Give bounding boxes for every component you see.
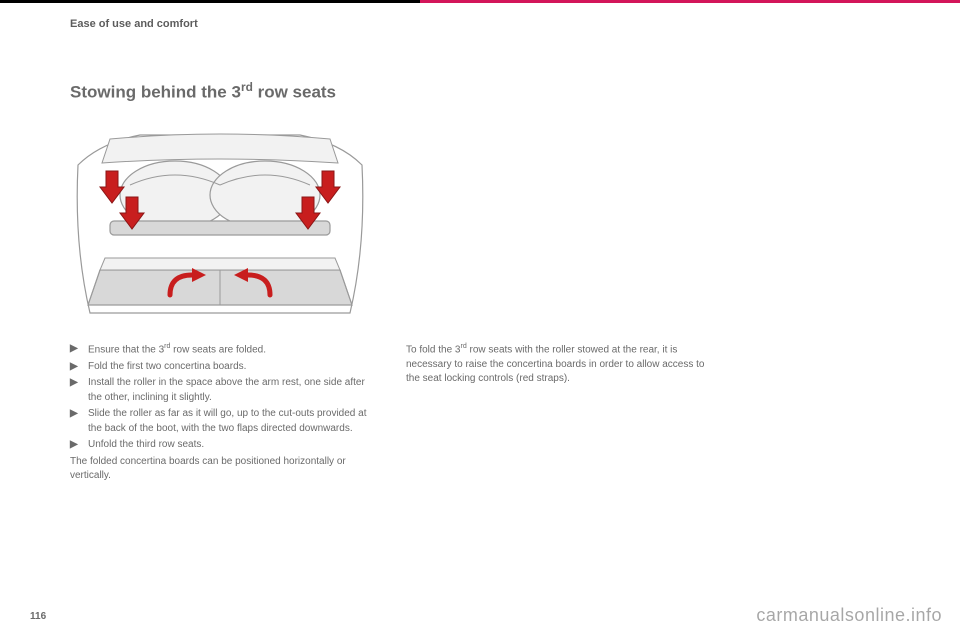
bullet-icon: ▶ xyxy=(70,407,80,436)
page-title-post: row seats xyxy=(253,83,336,102)
header-rule-left xyxy=(0,0,420,3)
t2: row seats are folded. xyxy=(170,344,266,355)
instruction-text: Ensure that the 3rd row seats are folded… xyxy=(88,342,266,358)
header-rule-right xyxy=(420,0,960,3)
instruction-item: ▶ Install the roller in the space above … xyxy=(70,376,370,405)
instruction-item: ▶ Fold the first two concertina boards. xyxy=(70,360,370,375)
instruction-note: The folded concertina boards can be posi… xyxy=(70,455,370,484)
stowing-figure xyxy=(70,125,370,320)
bullet-icon: ▶ xyxy=(70,376,80,405)
instruction-text: Install the roller in the space above th… xyxy=(88,376,370,405)
rn-pre: To fold the 3 xyxy=(406,344,460,355)
instruction-text: Unfold the third row seats. xyxy=(88,438,204,453)
right-column: To fold the 3rd row seats with the rolle… xyxy=(406,342,706,484)
body-columns: ▶ Ensure that the 3rd row seats are fold… xyxy=(70,342,710,484)
instruction-text: Fold the first two concertina boards. xyxy=(88,360,246,375)
bullet-icon: ▶ xyxy=(70,360,80,375)
instruction-item: ▶ Ensure that the 3rd row seats are fold… xyxy=(70,342,370,358)
left-column: ▶ Ensure that the 3rd row seats are fold… xyxy=(70,342,370,484)
bullet-icon: ▶ xyxy=(70,438,80,453)
right-note: To fold the 3rd row seats with the rolle… xyxy=(406,342,706,387)
section-title: Ease of use and comfort xyxy=(70,18,198,30)
instruction-item: ▶ Slide the roller as far as it will go,… xyxy=(70,407,370,436)
bullet-icon: ▶ xyxy=(70,342,80,358)
instruction-text: Slide the roller as far as it will go, u… xyxy=(88,407,370,436)
page-number: 116 xyxy=(30,611,46,622)
page-title: Stowing behind the 3rd row seats xyxy=(70,80,336,103)
page-title-sup: rd xyxy=(241,80,253,94)
instruction-item: ▶ Unfold the third row seats. xyxy=(70,438,370,453)
t: Ensure that the 3 xyxy=(88,344,164,355)
page-title-pre: Stowing behind the 3 xyxy=(70,83,241,102)
watermark: carmanualsonline.info xyxy=(756,605,942,626)
